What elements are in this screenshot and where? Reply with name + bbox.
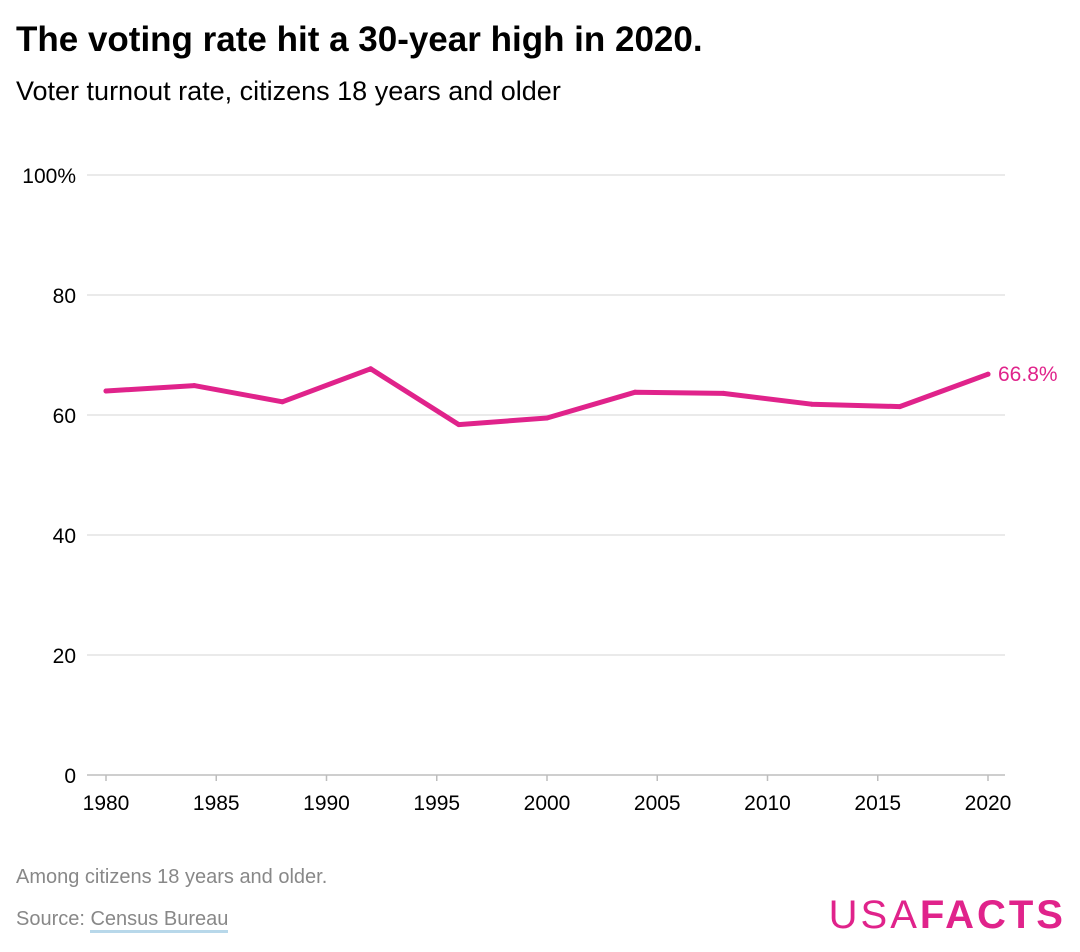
- x-tick-label: 1995: [413, 792, 460, 815]
- x-tick-label: 2020: [965, 792, 1012, 815]
- data-point: [456, 422, 462, 428]
- chart-subtitle: Voter turnout rate, citizens 18 years an…: [16, 76, 561, 106]
- source-prefix: Source:: [16, 908, 91, 930]
- data-labels: 66.8%: [998, 363, 1058, 386]
- data-point: [809, 401, 815, 407]
- x-tick-label: 2015: [854, 792, 901, 815]
- y-tick-label: 60: [53, 405, 76, 428]
- series-group: [103, 366, 991, 428]
- logo-usa: USA: [828, 893, 920, 937]
- x-tick-label: 1990: [303, 792, 350, 815]
- y-axis: 0 20 40 60 80 100%: [22, 165, 76, 788]
- y-tick-label: 20: [53, 645, 76, 668]
- gridlines: [87, 174, 1005, 776]
- y-tick-label: 0: [64, 765, 76, 788]
- x-tick-label: 2005: [634, 792, 681, 815]
- y-tick-label: 100%: [22, 165, 76, 188]
- data-point: [368, 366, 374, 372]
- x-tick-label: 2010: [744, 792, 791, 815]
- x-tick-label: 1980: [83, 792, 130, 815]
- usafacts-logo: USAFACTS: [829, 893, 1066, 938]
- x-tick-label: 2000: [524, 792, 571, 815]
- data-point: [544, 415, 550, 421]
- y-tick-label: 40: [53, 525, 76, 548]
- data-point: [632, 389, 638, 395]
- line-chart: 0 20 40 60 80 100% 1980 1985 1990 1995 2000 2005 20…: [22, 165, 1058, 815]
- end-value-label: 66.8%: [998, 363, 1058, 386]
- data-point: [103, 388, 109, 394]
- source-link[interactable]: Census Bureau: [90, 908, 229, 933]
- data-point: [279, 399, 285, 405]
- data-point: [897, 404, 903, 410]
- data-point: [191, 383, 197, 389]
- logo-facts: FACTS: [919, 893, 1066, 937]
- chart-title: The voting rate hit a 30-year high in 20…: [16, 20, 703, 59]
- x-tick-label: 1985: [193, 792, 240, 815]
- data-point: [985, 371, 991, 377]
- data-point: [720, 390, 726, 396]
- chart-note: Among citizens 18 years and older.: [16, 866, 328, 888]
- source-line: Source: Census Bureau: [16, 908, 229, 933]
- x-axis: 1980 1985 1990 1995 2000 2005 2010 2015 2020: [83, 775, 1012, 815]
- y-tick-label: 80: [53, 285, 76, 308]
